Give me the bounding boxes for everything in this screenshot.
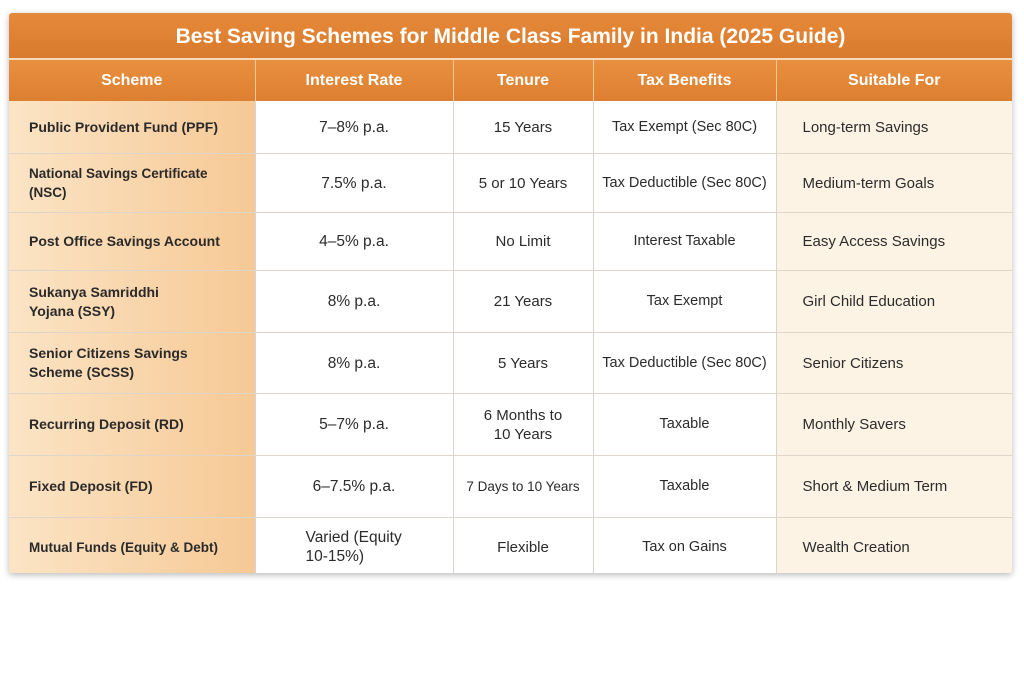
table-row: Senior Citizens Savings Scheme (SCSS) 8%… — [9, 332, 1012, 394]
table-row: Recurring Deposit (RD) 5–7% p.a. 6 Month… — [9, 393, 1012, 456]
cell-suitable-for: Monthly Savers — [776, 393, 1012, 456]
cell-tenure: 21 Years — [453, 270, 594, 333]
cell-scheme: Recurring Deposit (RD) — [9, 393, 256, 456]
cell-tenure: 7 Days to 10 Years — [453, 455, 594, 518]
cell-tax-benefits: Taxable — [593, 455, 777, 518]
cell-tenure: 6 Months to 10 Years — [453, 393, 594, 456]
table-row: National Savings Certificate (NSC) 7.5% … — [9, 153, 1012, 213]
column-header-tax-benefits: Tax Benefits — [593, 60, 777, 101]
table-row: Post Office Savings Account 4–5% p.a. No… — [9, 212, 1012, 271]
header-row: Scheme Interest Rate Tenure Tax Benefits… — [9, 60, 1012, 101]
cell-tax-benefits: Interest Taxable — [593, 212, 777, 271]
cell-tax-benefits: Tax Deductible (Sec 80C) — [593, 332, 777, 394]
savings-table: Scheme Interest Rate Tenure Tax Benefits… — [9, 60, 1012, 573]
cell-scheme: Public Provident Fund (PPF) — [9, 101, 256, 154]
cell-tax-benefits: Tax Exempt (Sec 80C) — [593, 101, 777, 154]
cell-interest-rate: Varied (Equity 10-15%) — [255, 517, 454, 573]
cell-suitable-for: Senior Citizens — [776, 332, 1012, 394]
cell-suitable-for: Medium-term Goals — [776, 153, 1012, 213]
cell-interest-rate: 7.5% p.a. — [255, 153, 454, 213]
cell-tax-benefits: Tax Deductible (Sec 80C) — [593, 153, 777, 213]
cell-interest-rate: 8% p.a. — [255, 270, 454, 333]
cell-scheme: Fixed Deposit (FD) — [9, 455, 256, 518]
cell-suitable-for: Girl Child Education — [776, 270, 1012, 333]
table-row: Mutual Funds (Equity & Debt) Varied (Equ… — [9, 517, 1012, 573]
column-header-interest-rate: Interest Rate — [255, 60, 454, 101]
cell-suitable-for: Short & Medium Term — [776, 455, 1012, 518]
column-header-tenure: Tenure — [453, 60, 594, 101]
cell-interest-rate: 5–7% p.a. — [255, 393, 454, 456]
cell-tenure: 15 Years — [453, 101, 594, 154]
cell-scheme: Sukanya Samriddhi Yojana (SSY) — [9, 270, 256, 333]
table-title: Best Saving Schemes for Middle Class Fam… — [9, 13, 1012, 60]
column-header-scheme: Scheme — [9, 60, 256, 101]
cell-interest-rate: 7–8% p.a. — [255, 101, 454, 154]
cell-interest-rate: 8% p.a. — [255, 332, 454, 394]
cell-suitable-for: Long-term Savings — [776, 101, 1012, 154]
cell-tenure: 5 or 10 Years — [453, 153, 594, 213]
cell-interest-rate-text: Varied (Equity 10-15%) — [305, 529, 402, 565]
cell-tax-benefits: Taxable — [593, 393, 777, 456]
cell-suitable-for: Wealth Creation — [776, 517, 1012, 573]
cell-tax-benefits: Tax on Gains — [593, 517, 777, 573]
cell-interest-rate: 6–7.5% p.a. — [255, 455, 454, 518]
cell-suitable-for: Easy Access Savings — [776, 212, 1012, 271]
table-row: Sukanya Samriddhi Yojana (SSY) 8% p.a. 2… — [9, 270, 1012, 333]
savings-table-card: Best Saving Schemes for Middle Class Fam… — [9, 13, 1012, 573]
cell-tenure: 5 Years — [453, 332, 594, 394]
cell-tax-benefits: Tax Exempt — [593, 270, 777, 333]
cell-tenure: No Limit — [453, 212, 594, 271]
table-row: Fixed Deposit (FD) 6–7.5% p.a. 7 Days to… — [9, 455, 1012, 518]
cell-scheme: National Savings Certificate (NSC) — [9, 153, 256, 213]
cell-scheme: Senior Citizens Savings Scheme (SCSS) — [9, 332, 256, 394]
cell-interest-rate: 4–5% p.a. — [255, 212, 454, 271]
column-header-suitable-for: Suitable For — [776, 60, 1012, 101]
table-row: Public Provident Fund (PPF) 7–8% p.a. 15… — [9, 101, 1012, 154]
cell-scheme: Mutual Funds (Equity & Debt) — [9, 517, 256, 573]
cell-tenure: Flexible — [453, 517, 594, 573]
cell-scheme: Post Office Savings Account — [9, 212, 256, 271]
